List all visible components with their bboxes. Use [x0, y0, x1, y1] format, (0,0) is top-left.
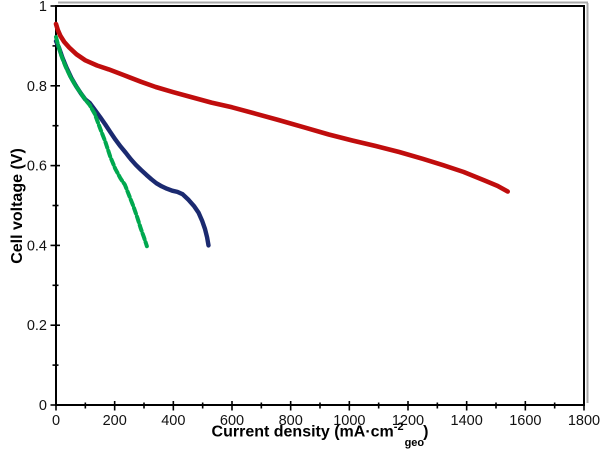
x-tick-label: 600 [220, 413, 244, 429]
x-tick-label: 1000 [333, 413, 365, 429]
y-tick-label: 0.8 [27, 79, 47, 95]
y-tick-label: 0.6 [27, 159, 47, 175]
x-axis-title-suffix: ) [423, 423, 429, 441]
y-tick-label: 0.4 [27, 238, 47, 254]
x-tick-label: 400 [161, 413, 185, 429]
plot-border [55, 5, 585, 406]
x-tick-label: 1200 [392, 413, 424, 429]
red-curve [53, 21, 510, 194]
x-axis-title: Current density (mA·cm-2geo) [56, 421, 584, 449]
x-tick-label: 1800 [568, 413, 600, 429]
x-tick-label: 200 [103, 413, 127, 429]
x-tick-label: 800 [279, 413, 303, 429]
x-tick-label: 0 [52, 413, 60, 429]
y-axis-title-text: Cell voltage (V) [9, 148, 26, 264]
x-axis-title-superscript: -2 [393, 421, 404, 433]
x-tick-label: 1400 [451, 413, 483, 429]
y-axis-title: Cell voltage (V) [9, 126, 27, 286]
y-tick-label: 0.2 [27, 318, 47, 334]
y-tick-label: 0 [39, 398, 47, 414]
x-axis-title-subscript: geo [404, 436, 425, 449]
x-tick-label: 1600 [509, 413, 541, 429]
x-axis-title-prefix: Current density (mA·cm [211, 423, 394, 441]
y-tick-label: 1 [39, 0, 47, 15]
green-curve [54, 35, 149, 249]
